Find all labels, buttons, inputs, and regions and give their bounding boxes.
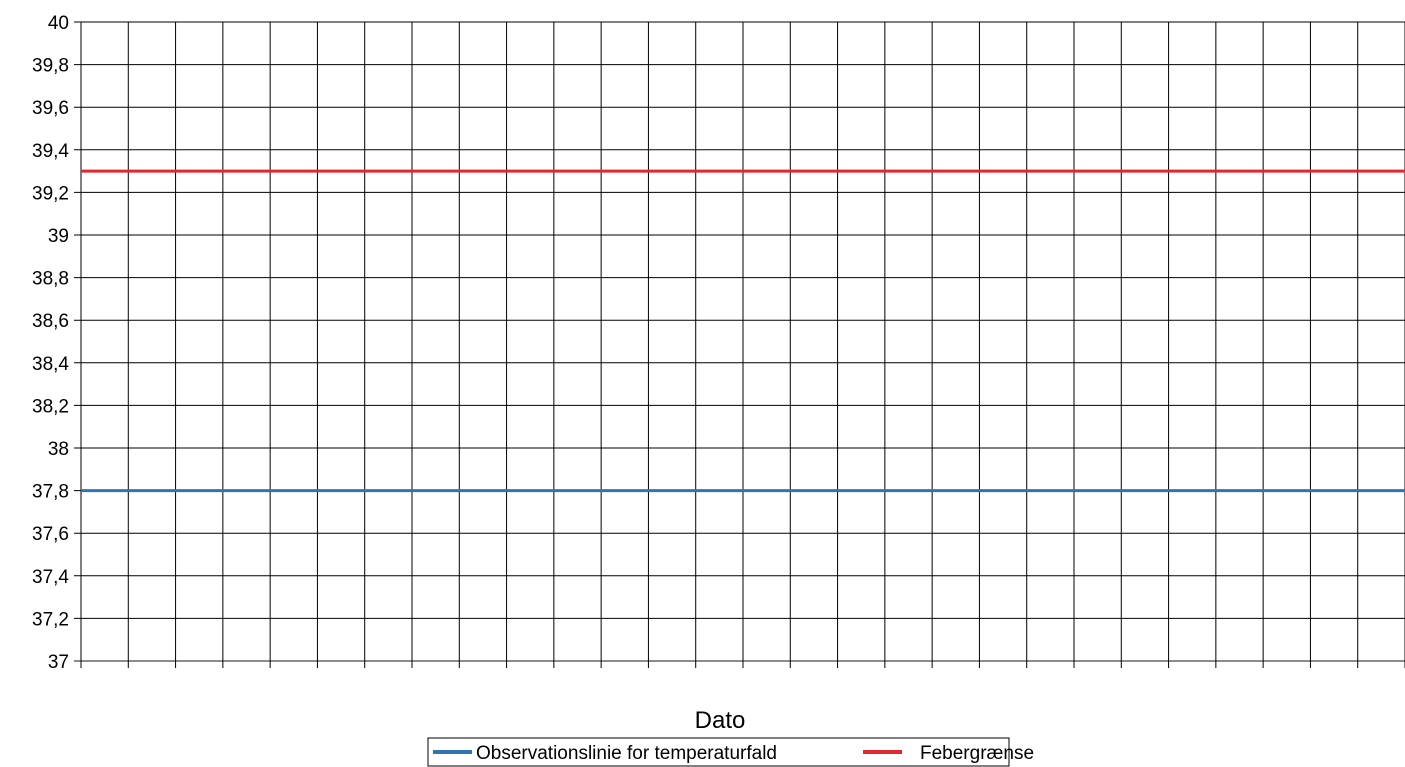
y-tick-label: 38,8 <box>32 269 69 290</box>
x-axis-title: Dato <box>695 707 746 734</box>
y-tick-label: 38,6 <box>32 311 69 332</box>
y-tick-label: 38 <box>48 439 69 460</box>
y-tick-label: 37,2 <box>32 609 69 630</box>
y-tick-label: 39,8 <box>32 56 69 77</box>
legend: Observationslinie for temperaturfald Febe… <box>427 737 1034 767</box>
y-tick-label: 37 <box>48 652 69 673</box>
y-tick-label: 40 <box>48 13 69 34</box>
y-tick-label: 39,2 <box>32 183 69 204</box>
y-tick-label: 37,8 <box>32 482 69 503</box>
y-tick-label: 37,4 <box>32 567 69 588</box>
y-tick-label: 39 <box>48 226 69 247</box>
y-axis-ticks: 40 39,8 39,6 39,4 39,2 39 38,8 38,6 38,4 38,2 38 37… <box>32 13 69 673</box>
y-tick-label: 39,4 <box>32 141 69 162</box>
y-tick-label: 37,6 <box>32 524 69 545</box>
series-lines <box>81 169 1405 493</box>
legend-label: Observationslinie for temperaturfald <box>476 743 777 764</box>
y-tick-label: 38,2 <box>32 396 69 417</box>
y-tick-label: 39,6 <box>32 98 69 119</box>
grid <box>74 21 1405 668</box>
y-tick-label: 38,4 <box>32 354 69 375</box>
legend-label: Febergrænse <box>920 743 1034 764</box>
legend-box <box>427 737 1010 767</box>
